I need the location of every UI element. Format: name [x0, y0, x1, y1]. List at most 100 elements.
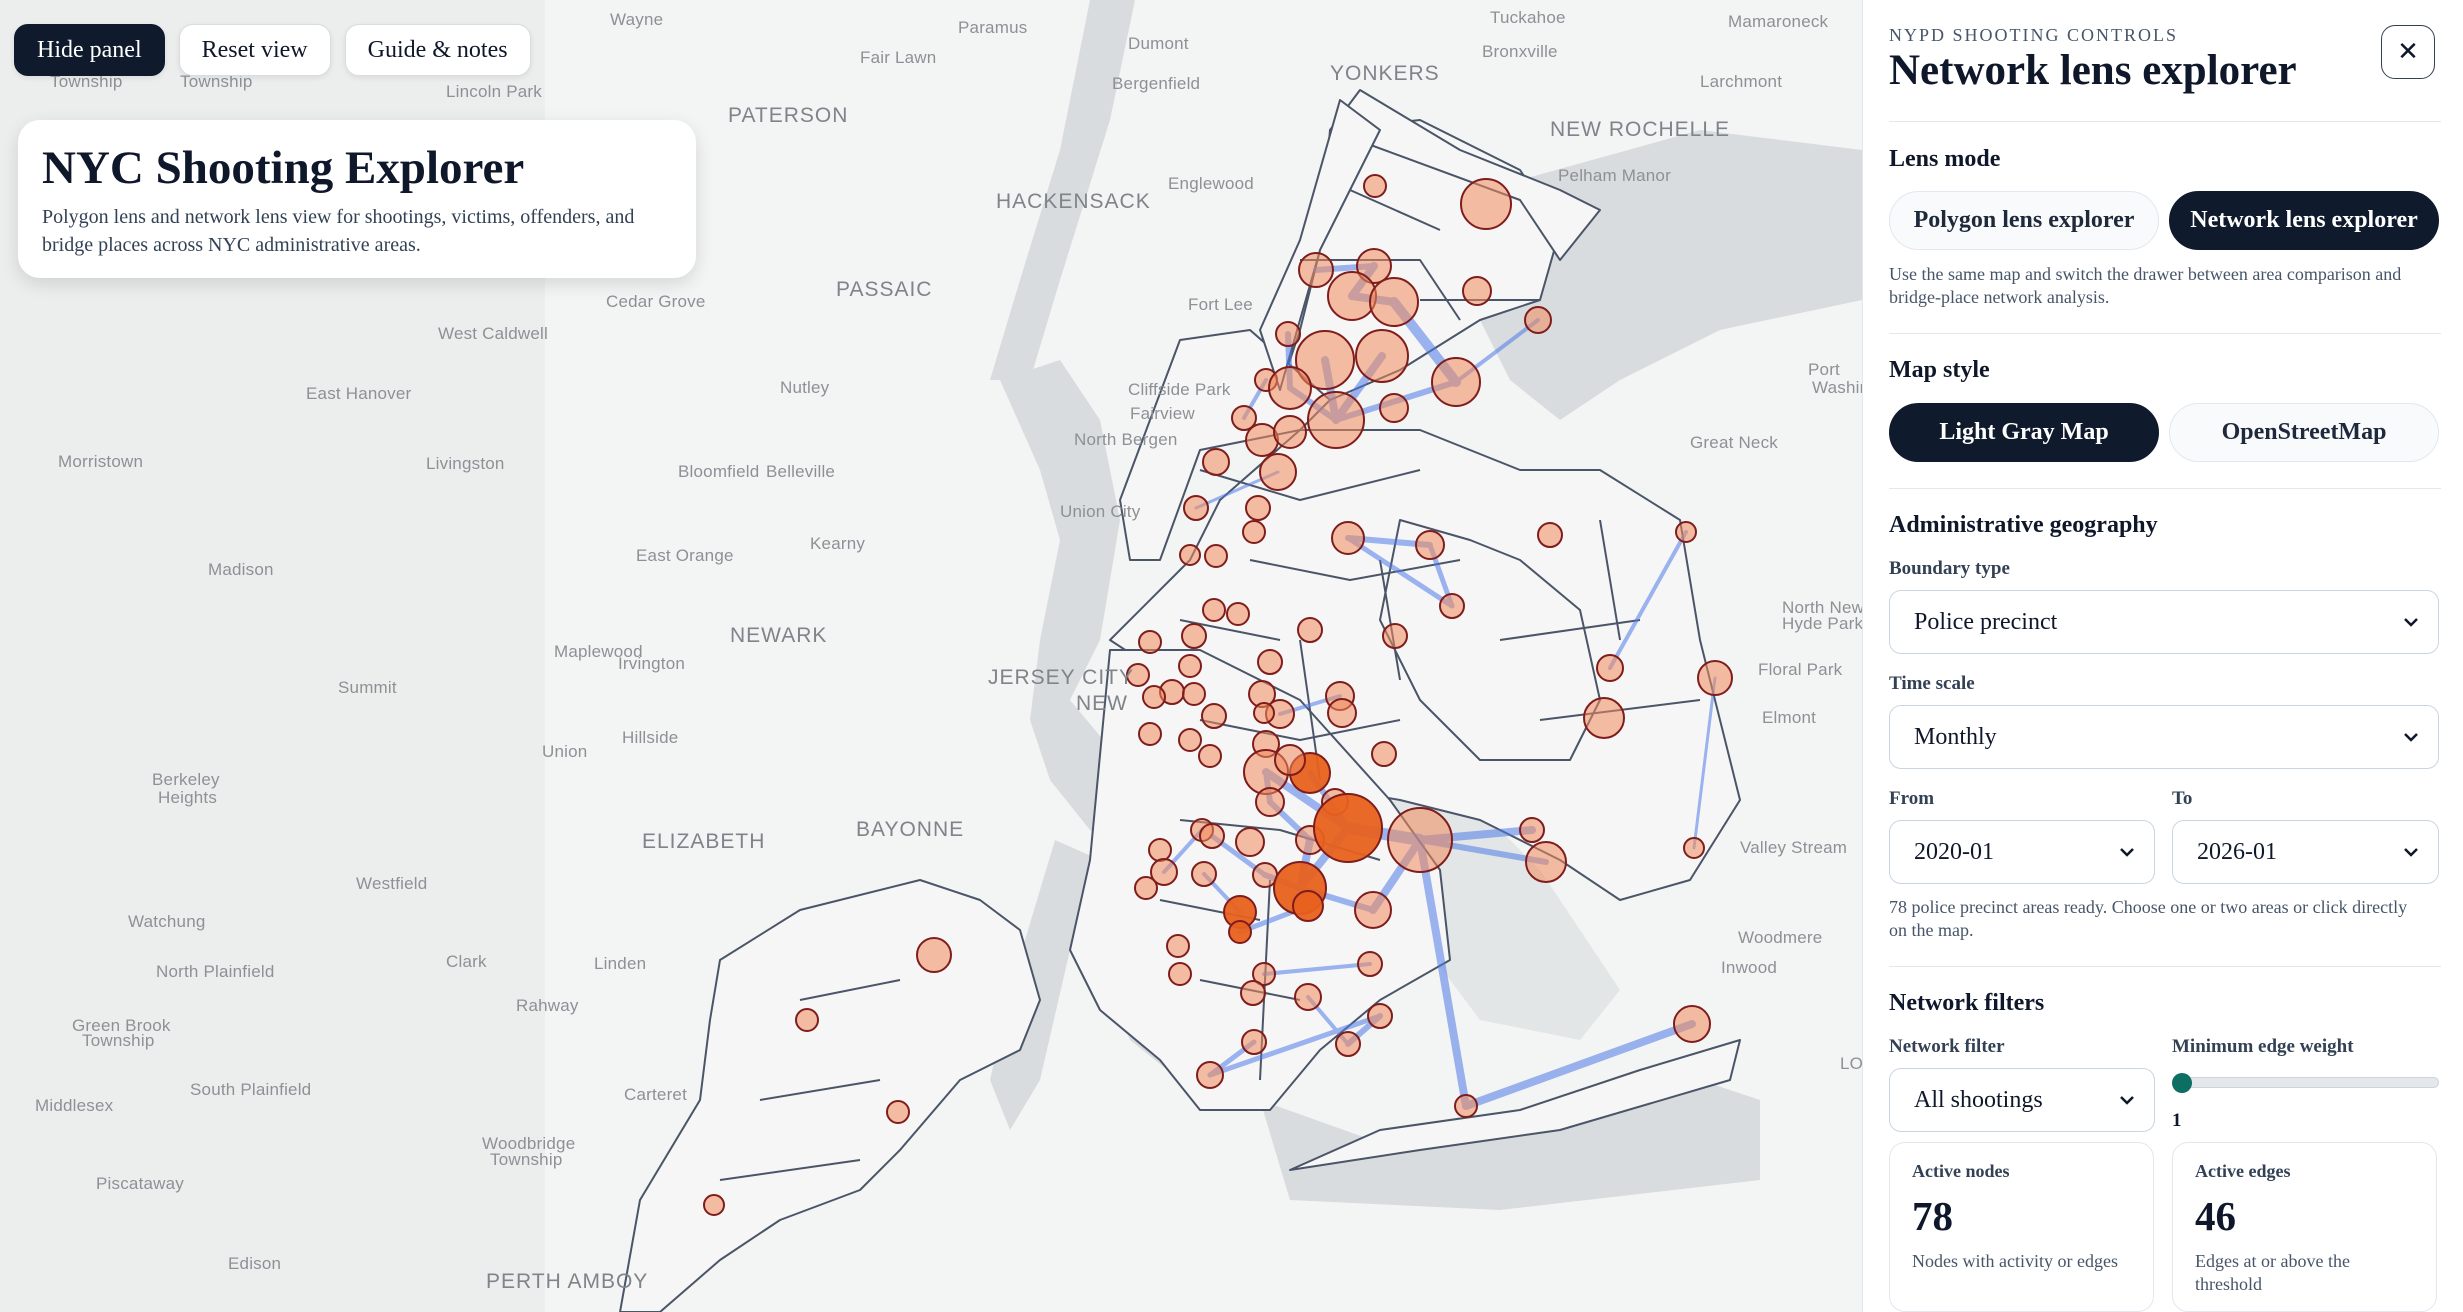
network-node[interactable]	[1198, 744, 1222, 768]
hide-panel-button[interactable]: Hide panel	[14, 24, 165, 76]
network-node[interactable]	[703, 1194, 725, 1216]
reset-view-button[interactable]: Reset view	[178, 24, 331, 76]
network-node[interactable]	[1673, 1005, 1711, 1043]
network-node[interactable]	[1191, 861, 1217, 887]
network-node[interactable]	[1519, 817, 1545, 843]
network-node[interactable]	[1367, 1003, 1393, 1029]
network-node[interactable]	[1297, 617, 1323, 643]
network-node[interactable]	[1178, 728, 1202, 752]
network-node[interactable]	[886, 1100, 910, 1124]
network-node[interactable]	[1298, 252, 1334, 288]
min-edge-weight-slider[interactable]	[2172, 1077, 2439, 1088]
network-node[interactable]	[1525, 841, 1567, 883]
time-scale-select[interactable]: Monthly	[1889, 705, 2439, 769]
network-node[interactable]	[1252, 962, 1276, 986]
network-node[interactable]	[1537, 522, 1563, 548]
slider-thumb[interactable]	[2172, 1073, 2192, 1093]
network-node[interactable]	[1357, 951, 1383, 977]
network-node[interactable]	[1327, 271, 1377, 321]
network-node[interactable]	[1295, 330, 1355, 390]
guide-notes-button[interactable]: Guide & notes	[344, 24, 531, 76]
network-node[interactable]	[1178, 654, 1202, 678]
network-node[interactable]	[1275, 321, 1301, 347]
network-node[interactable]	[1274, 744, 1306, 776]
network-node[interactable]	[1181, 623, 1207, 649]
network-node[interactable]	[1387, 807, 1453, 873]
network-node[interactable]	[1202, 598, 1226, 622]
openstreetmap-button[interactable]: OpenStreetMap	[2169, 403, 2439, 462]
network-edge[interactable]	[1262, 962, 1372, 976]
network-node[interactable]	[1228, 920, 1252, 944]
network-node[interactable]	[1371, 741, 1397, 767]
boundary-type-select[interactable]: Police precinct	[1889, 590, 2439, 654]
network-node[interactable]	[916, 937, 952, 973]
network-node[interactable]	[1524, 306, 1552, 334]
network-node[interactable]	[1327, 698, 1357, 728]
network-node[interactable]	[1226, 602, 1250, 626]
network-filter-select[interactable]: All shootings	[1889, 1068, 2155, 1132]
network-node[interactable]	[1683, 837, 1705, 859]
network-node[interactable]	[1245, 495, 1271, 521]
network-node[interactable]	[1382, 623, 1408, 649]
network-node[interactable]	[1462, 276, 1492, 306]
network-node[interactable]	[1204, 544, 1228, 568]
network-node[interactable]	[1355, 329, 1409, 383]
network-lens-button[interactable]: Network lens explorer	[2169, 191, 2439, 250]
network-node[interactable]	[1134, 876, 1158, 900]
network-node[interactable]	[1148, 838, 1172, 862]
network-node[interactable]	[1245, 423, 1279, 457]
network-node[interactable]	[1675, 521, 1697, 543]
precinct-boundary[interactable]	[1289, 1039, 1741, 1171]
network-node[interactable]	[1201, 703, 1227, 729]
network-node[interactable]	[1231, 405, 1257, 431]
network-node[interactable]	[1138, 630, 1162, 654]
network-node[interactable]	[1126, 663, 1150, 687]
network-node[interactable]	[1460, 178, 1512, 230]
precinct-boundary[interactable]	[1379, 519, 1601, 761]
network-edge[interactable]	[1345, 535, 1455, 609]
network-node[interactable]	[1379, 393, 1409, 423]
network-node[interactable]	[795, 1008, 819, 1032]
network-edge[interactable]	[1416, 836, 1470, 1110]
network-node[interactable]	[1241, 1029, 1267, 1055]
network-node[interactable]	[1255, 787, 1285, 817]
network-node[interactable]	[1583, 697, 1625, 739]
network-node[interactable]	[1179, 544, 1201, 566]
network-node[interactable]	[1253, 702, 1275, 724]
network-node[interactable]	[1182, 682, 1206, 706]
network-node[interactable]	[1138, 722, 1162, 746]
network-node[interactable]	[1454, 1094, 1478, 1118]
network-node[interactable]	[1199, 823, 1225, 849]
network-node[interactable]	[1202, 448, 1230, 476]
from-select[interactable]: 2020-01	[1889, 820, 2155, 884]
network-node[interactable]	[1697, 660, 1733, 696]
network-node[interactable]	[1257, 649, 1283, 675]
network-node[interactable]	[1183, 495, 1209, 521]
network-node[interactable]	[1268, 366, 1312, 410]
network-node[interactable]	[1415, 530, 1445, 560]
network-node[interactable]	[1259, 453, 1297, 491]
network-node[interactable]	[1354, 891, 1392, 929]
network-node[interactable]	[1196, 1061, 1224, 1089]
network-edge[interactable]	[1608, 530, 1688, 670]
precinct-boundary[interactable]	[1329, 89, 1601, 261]
precinct-boundary[interactable]	[619, 879, 1041, 1312]
close-panel-button[interactable]: ✕	[2381, 25, 2435, 79]
network-node[interactable]	[1292, 890, 1324, 922]
network-edge[interactable]	[1207, 1013, 1383, 1078]
network-node[interactable]	[1335, 1031, 1361, 1057]
network-node[interactable]	[1142, 685, 1166, 709]
network-node[interactable]	[1294, 983, 1322, 1011]
network-node[interactable]	[1166, 934, 1190, 958]
network-node[interactable]	[1273, 415, 1307, 449]
to-select[interactable]: 2026-01	[2172, 820, 2439, 884]
network-node[interactable]	[1363, 174, 1387, 198]
network-edge[interactable]	[1462, 1020, 1696, 1110]
network-node[interactable]	[1168, 962, 1192, 986]
network-node[interactable]	[1235, 827, 1265, 857]
polygon-lens-button[interactable]: Polygon lens explorer	[1889, 191, 2159, 250]
network-node[interactable]	[1331, 521, 1365, 555]
network-node[interactable]	[1150, 858, 1178, 886]
network-node[interactable]	[1439, 593, 1465, 619]
light-gray-map-button[interactable]: Light Gray Map	[1889, 403, 2159, 462]
